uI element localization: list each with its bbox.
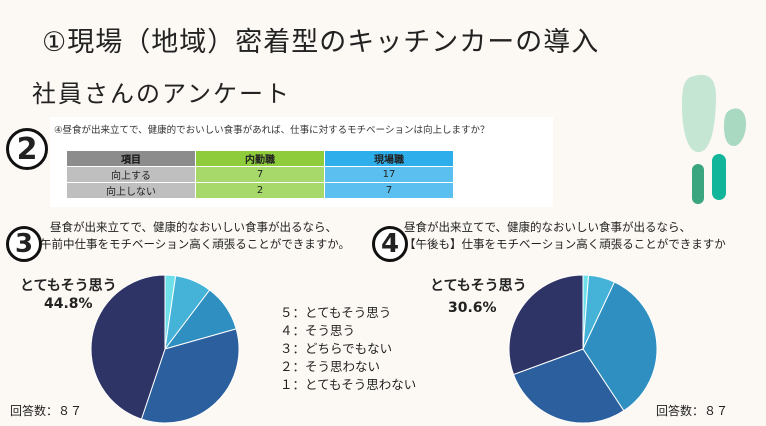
q4-question: 昼食が出来立てで、健康的なおいしい食事が出るなら、 【午後も】仕事をモチベーショ… bbox=[404, 219, 726, 253]
table-cell: 7 bbox=[324, 182, 454, 199]
table-cell: 向上しない bbox=[66, 182, 196, 199]
section-number-2: 2 bbox=[6, 128, 48, 170]
q2-table: 項目 内勤職 現場職 向上する 7 17 向上しない 2 7 bbox=[66, 150, 454, 199]
pie-slice bbox=[508, 274, 584, 376]
q3-respondent-count: 回答数：８７ bbox=[10, 404, 83, 418]
legend-item: ４：そう思う bbox=[280, 323, 356, 338]
legend-item: ２：そう思わない bbox=[280, 359, 381, 374]
pie-slice bbox=[512, 348, 625, 424]
decorative-shapes bbox=[682, 74, 746, 204]
table-header-cell: 項目 bbox=[66, 150, 196, 167]
legend-item: １：とてもそう思わない bbox=[280, 377, 417, 392]
q4-question-line2: 【午後も】仕事をモチベーション高く頑張ることができますか bbox=[404, 237, 726, 251]
deco-leaf-large bbox=[682, 74, 716, 153]
q3-question: 昼食が出来立てで、健康的なおいしい食事が出るなら、 午前中仕事をモチベーション高… bbox=[40, 219, 350, 253]
legend-item: ３：どちらでもない bbox=[280, 341, 393, 356]
table-row: 向上しない 2 7 bbox=[66, 182, 454, 199]
q4-respondent-count: 回答数：８７ bbox=[656, 404, 729, 418]
q3-question-line2: 午前中仕事をモチベーション高く頑張ることができますか。 bbox=[40, 237, 351, 251]
deco-bar-green bbox=[692, 164, 704, 204]
legend-item: ５：とてもそう思う bbox=[280, 305, 392, 320]
q4-top-label: とてもそう思う bbox=[430, 278, 527, 294]
table-header-cell: 現場職 bbox=[324, 150, 454, 167]
table-cell: 7 bbox=[195, 166, 325, 183]
section-number-4: 4 bbox=[372, 226, 408, 262]
q4-top-percent: 30.6% bbox=[448, 300, 497, 316]
q3-top-percent: 44.8% bbox=[44, 296, 93, 312]
pie-slice bbox=[90, 274, 166, 420]
pie-slice bbox=[582, 281, 658, 412]
pie-slice bbox=[140, 328, 240, 424]
table-header-row: 項目 内勤職 現場職 bbox=[66, 150, 454, 167]
table-cell: 17 bbox=[324, 166, 454, 183]
table-cell: 向上する bbox=[66, 166, 196, 183]
table-cell: 2 bbox=[195, 182, 325, 199]
q3-question-line1: 昼食が出来立てで、健康的なおいしい食事が出るなら、 bbox=[50, 220, 338, 234]
q3-top-label: とてもそう思う bbox=[20, 278, 117, 294]
page-subtitle: 社員さんのアンケート bbox=[32, 80, 292, 108]
answer-scale-legend: ５：とてもそう思う ４：そう思う ３：どちらでもない ２：そう思わない １：とて… bbox=[280, 304, 416, 394]
table-header-cell: 内勤職 bbox=[195, 150, 325, 167]
section-number-3: 3 bbox=[6, 226, 42, 262]
deco-leaf-small bbox=[724, 108, 746, 146]
page-title: ①現場（地域）密着型のキッチンカーの導入 bbox=[42, 27, 600, 58]
deco-bar-teal bbox=[712, 154, 726, 200]
q2-question: ④昼食が出来立てで、健康的でおいしい食事があれば、仕事に対するモチベーションは向… bbox=[54, 125, 490, 136]
q4-pie-chart bbox=[508, 274, 658, 424]
table-row: 向上する 7 17 bbox=[66, 166, 454, 183]
q3-pie-chart bbox=[90, 274, 240, 424]
q4-question-line1: 昼食が出来立てで、健康的なおいしい食事が出るなら、 bbox=[404, 220, 692, 234]
